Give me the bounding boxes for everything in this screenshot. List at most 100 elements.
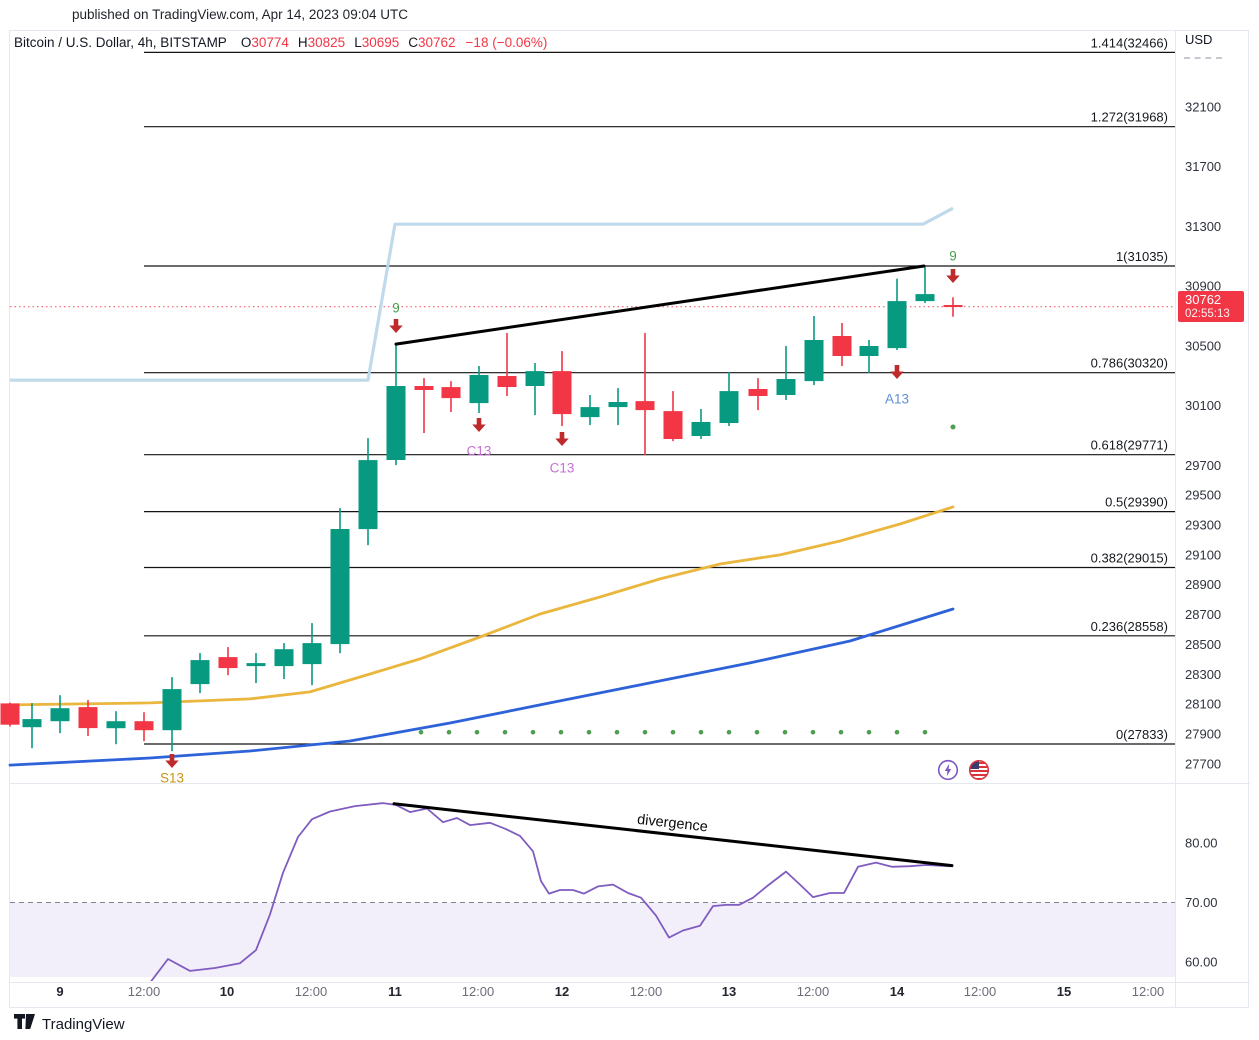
currency-underline [1184, 57, 1222, 59]
published-line: published on TradingView.com, Apr 14, 20… [72, 7, 408, 22]
candle[interactable] [358, 438, 378, 546]
signal-arrow-icon [389, 319, 403, 333]
price-tick-label: 30100 [1185, 398, 1221, 413]
divergence-trendline[interactable] [392, 802, 954, 868]
time-label: 10 [220, 984, 234, 999]
rsi-tick-label: 80.00 [1185, 836, 1218, 851]
symbol-bar: Bitcoin / U.S. Dollar, 4h, BITSTAMP O307… [14, 35, 547, 50]
time-label: 12 [555, 984, 569, 999]
candle[interactable] [302, 623, 322, 686]
pane-separator[interactable] [9, 783, 1250, 784]
td-setup-dot [782, 729, 788, 735]
td-setup-dot [894, 729, 900, 735]
candle[interactable] [386, 344, 406, 466]
candle[interactable] [0, 702, 20, 727]
candle[interactable] [78, 700, 98, 737]
symbol-title[interactable]: Bitcoin / U.S. Dollar, 4h, BITSTAMP [14, 35, 231, 50]
time-label: 12:00 [1132, 984, 1165, 999]
candle[interactable] [776, 346, 796, 400]
price-tick-label: 28900 [1185, 577, 1221, 592]
candle[interactable] [162, 677, 182, 752]
candle[interactable] [106, 711, 126, 745]
time-label: 12:00 [462, 984, 495, 999]
us-flag-icon[interactable] [968, 759, 990, 781]
candle[interactable] [804, 316, 824, 386]
fib-label: 0.382(29015) [1091, 551, 1168, 566]
td-setup-dot [446, 729, 452, 735]
time-label: 15 [1057, 984, 1071, 999]
signal-arrow-icon [472, 418, 486, 432]
candle[interactable] [552, 351, 572, 426]
signal-arrow-icon [890, 365, 904, 379]
last-price-tag[interactable]: 30762 02:55:13 [1178, 291, 1244, 322]
candle[interactable] [832, 323, 852, 366]
ohlc-item: O30774 [240, 35, 289, 50]
tradingview-logo-icon[interactable] [14, 1014, 35, 1035]
candle[interactable] [635, 333, 655, 456]
time-label: 14 [890, 984, 905, 999]
candle[interactable] [719, 372, 739, 426]
candle[interactable] [887, 278, 907, 350]
candle[interactable] [580, 395, 600, 426]
candle[interactable] [663, 391, 683, 442]
stop-level-line[interactable] [10, 206, 954, 382]
candle[interactable] [50, 695, 70, 734]
td-setup-dot [530, 729, 536, 735]
change-value: −18 (−0.06%) [465, 35, 548, 50]
td-setup-dot [558, 729, 564, 735]
candle[interactable] [274, 643, 294, 680]
bar-countdown: 02:55:13 [1185, 308, 1230, 320]
candle[interactable] [608, 388, 628, 426]
signal-label: A13 [885, 392, 909, 407]
signal-label: C13 [467, 444, 492, 459]
rsi-tick-label: 70.00 [1185, 895, 1218, 910]
candle[interactable] [691, 409, 711, 439]
candle[interactable] [748, 378, 768, 411]
price-tick-label: 28500 [1185, 637, 1221, 652]
price-tick-label: 27700 [1185, 756, 1221, 771]
signal-label: S13 [160, 771, 184, 786]
candle[interactable] [859, 340, 879, 373]
candle[interactable] [441, 381, 461, 412]
signal-label: C13 [550, 461, 575, 476]
candle[interactable] [330, 508, 350, 654]
price-tick-label: 29500 [1185, 488, 1221, 503]
last-price: 30762 [1185, 292, 1222, 307]
candle[interactable] [218, 647, 238, 676]
td-setup-dot [810, 729, 816, 735]
ma-line-slow [8, 607, 955, 767]
trendline[interactable] [394, 264, 926, 346]
td-setup-dot [502, 729, 508, 735]
ma-line-fast [8, 505, 955, 707]
td-setup-dot [950, 424, 956, 430]
candle[interactable] [414, 378, 434, 433]
price-tick-label: 28100 [1185, 697, 1221, 712]
fib-label: 0.236(28558) [1091, 619, 1168, 634]
event-lightning-icon[interactable] [937, 759, 959, 781]
td-setup-dot [922, 729, 928, 735]
fib-label: 1.272(31968) [1091, 110, 1168, 125]
price-tick-label: 29100 [1185, 547, 1221, 562]
candle[interactable] [190, 653, 210, 694]
candle[interactable] [469, 366, 489, 413]
candle[interactable] [915, 265, 935, 303]
time-label: 12:00 [295, 984, 328, 999]
fib-label: 0.5(29390) [1105, 495, 1168, 510]
price-tick-label: 31300 [1185, 219, 1221, 234]
footer-brand[interactable]: TradingView [42, 1016, 125, 1033]
td-setup-dot [418, 729, 424, 735]
time-label: 12:00 [964, 984, 997, 999]
currency-label[interactable]: USD [1185, 32, 1213, 47]
signal-arrow-icon [946, 269, 960, 283]
candle[interactable] [525, 363, 545, 416]
candle[interactable] [22, 703, 42, 749]
price-tick-label: 29300 [1185, 518, 1221, 533]
candle[interactable] [134, 712, 154, 742]
fib-label: 0.786(30320) [1091, 356, 1168, 371]
candle[interactable] [943, 297, 963, 317]
candle[interactable] [497, 333, 517, 396]
divergence-label: divergence [636, 812, 708, 836]
candle[interactable] [246, 653, 266, 684]
